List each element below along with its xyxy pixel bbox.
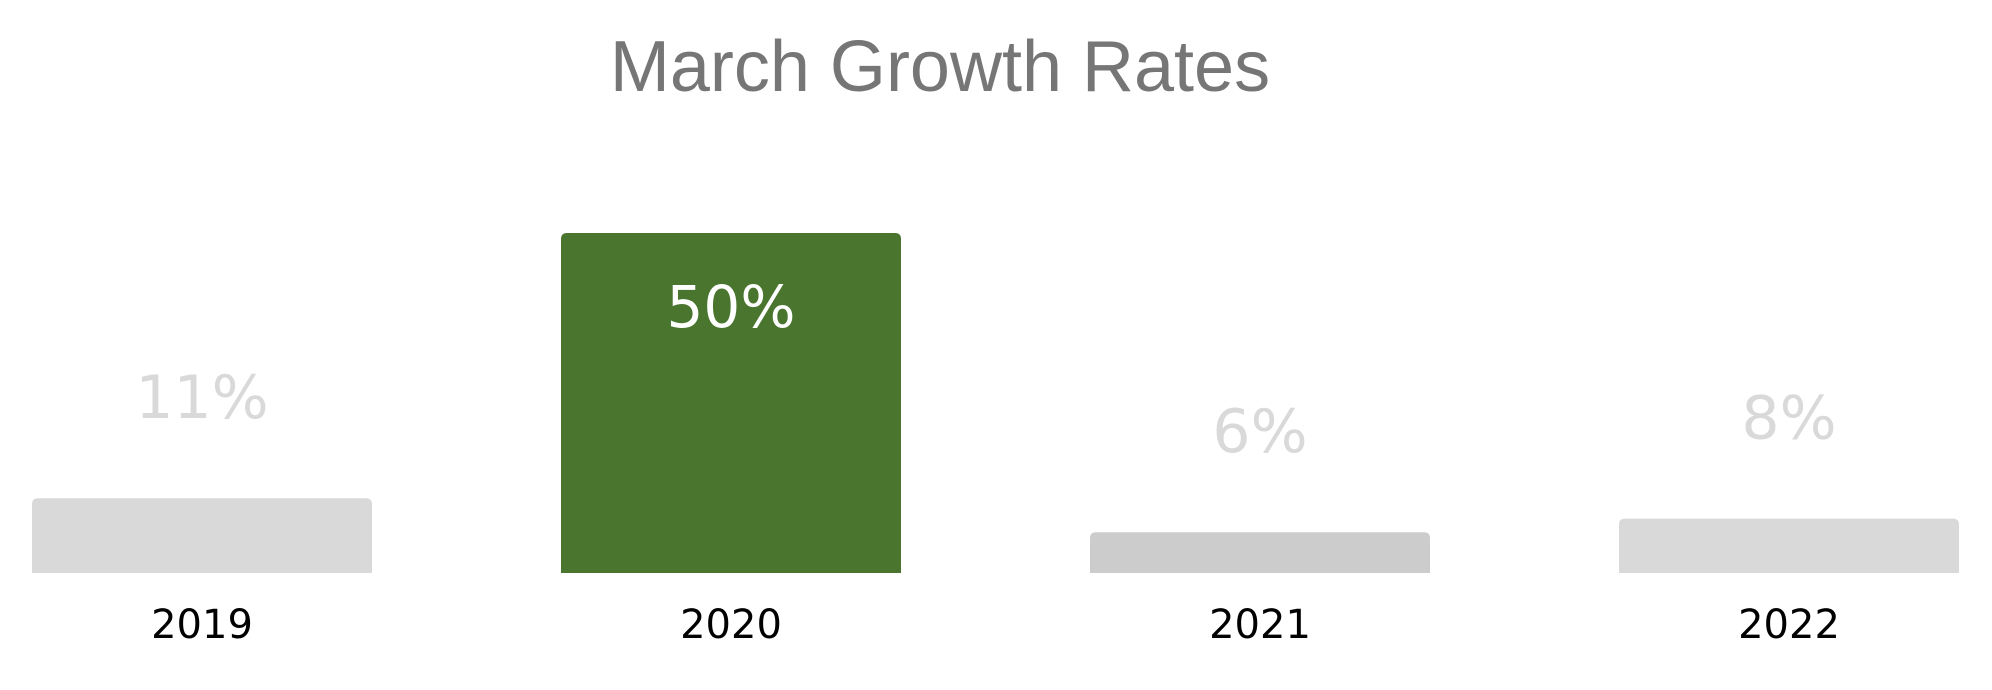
- x-tick-label-2019: 2019: [151, 602, 253, 648]
- bar-2021: [1090, 532, 1430, 573]
- x-tick-label-2022: 2022: [1738, 602, 1840, 648]
- bar-2022: [1619, 518, 1959, 573]
- chart-title: March Growth Rates: [609, 27, 1271, 107]
- bar-2019: [32, 498, 372, 573]
- data-label-2022: 8%: [1741, 384, 1836, 454]
- x-tick-label-2020: 2020: [680, 602, 782, 648]
- x-tick-label-2021: 2021: [1209, 602, 1311, 648]
- bar-2020: [561, 233, 901, 573]
- data-label-2021: 6%: [1212, 397, 1307, 467]
- data-label-2020: 50%: [667, 273, 796, 341]
- data-label-2019: 11%: [135, 363, 268, 433]
